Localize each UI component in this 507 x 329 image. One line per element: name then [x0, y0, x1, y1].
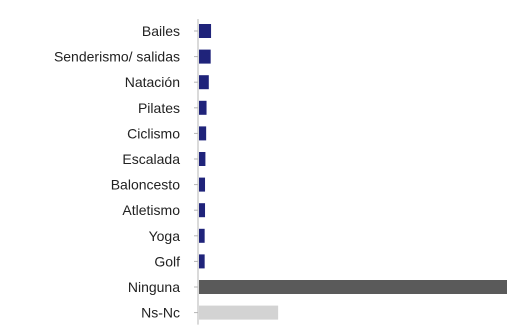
category-labels: Bailes Senderismo/ salidas Natación Pilates… [54, 23, 180, 321]
bar-nataci-n [199, 75, 209, 90]
bar-ninguna [199, 280, 507, 294]
axis-ticks [194, 30, 198, 314]
category-label: Baloncesto [111, 177, 180, 193]
category-label: Ciclismo [127, 125, 180, 141]
bar-ciclismo [199, 126, 207, 141]
category-label: Ns-Nc [141, 305, 180, 321]
bar-golf [199, 254, 205, 269]
category-label: Bailes [142, 23, 180, 39]
bar-pilates [199, 100, 207, 115]
category-label: Golf [154, 253, 180, 269]
bar-atletismo [199, 203, 206, 218]
category-label: Natación [125, 74, 180, 90]
category-label: Atletismo [122, 202, 180, 218]
bar-senderismo-salidas [199, 49, 211, 64]
category-label: Pilates [138, 100, 180, 116]
bar-yoga [199, 228, 205, 243]
category-label: Senderismo/ salidas [54, 49, 180, 65]
bars-group [199, 24, 507, 320]
bar-baloncesto [199, 177, 206, 192]
bar-escalada [199, 152, 206, 166]
bar-bailes [199, 24, 212, 38]
category-label: Yoga [149, 228, 181, 244]
category-label: Ninguna [128, 279, 180, 295]
bar-ns-nc [199, 305, 279, 320]
category-label: Escalada [122, 151, 180, 167]
